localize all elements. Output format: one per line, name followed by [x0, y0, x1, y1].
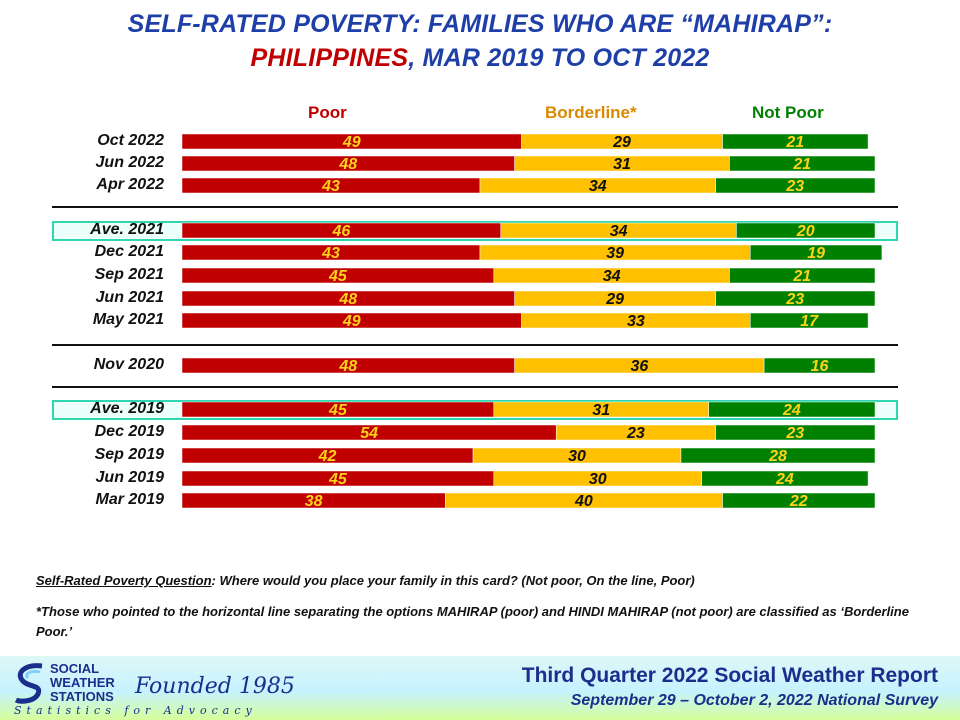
logo-social: SOCIAL — [50, 661, 100, 676]
data-label: 23 — [785, 178, 804, 195]
data-label: 23 — [785, 425, 804, 442]
logo-weather: WEATHER — [50, 675, 115, 690]
data-label: 23 — [785, 291, 804, 308]
bar-not-poor — [701, 470, 869, 487]
data-label: 48 — [338, 358, 357, 375]
borderline-note: *Those who pointed to the horizontal lin… — [36, 604, 909, 639]
data-label: 22 — [789, 493, 808, 510]
bar-not-poor — [715, 290, 876, 307]
data-label: 46 — [331, 223, 350, 240]
data-label: 45 — [328, 471, 348, 488]
data-label: 45 — [328, 402, 348, 419]
legend-poor: Poor — [308, 103, 347, 122]
data-label: 29 — [605, 291, 624, 308]
row-label: Oct 2022 — [97, 132, 164, 149]
bar-not-poor — [708, 401, 876, 418]
data-label: 30 — [568, 448, 586, 465]
chart-title-line2: PHILIPPINES, MAR 2019 TO OCT 2022 — [0, 44, 960, 73]
question-text: : Where would you place your family in t… — [211, 573, 695, 588]
data-label: 24 — [782, 402, 801, 419]
bar-not-poor — [763, 357, 876, 374]
question-label: Self-Rated Poverty Question — [36, 573, 212, 588]
data-label: 34 — [589, 178, 607, 195]
bar-not-poor — [722, 133, 869, 150]
row-label: Sep 2019 — [94, 446, 164, 463]
data-label: 29 — [612, 134, 631, 151]
question-note: Self-Rated Poverty Question: Where would… — [36, 571, 926, 591]
data-label: 24 — [775, 471, 794, 488]
row-label: Jun 2019 — [95, 469, 164, 486]
bar-not-poor — [750, 244, 883, 261]
data-label: 16 — [811, 358, 829, 375]
data-label: 40 — [574, 493, 593, 510]
founded-text: Founded 1985 — [135, 674, 295, 699]
sws-logo-icon — [14, 663, 43, 704]
row-label: Dec 2019 — [94, 423, 164, 440]
report-title: Third Quarter 2022 Social Weather Report — [521, 664, 938, 687]
legend-not-poor: Not Poor — [752, 103, 824, 122]
row-label: Mar 2019 — [95, 491, 165, 508]
data-label: 48 — [338, 291, 357, 308]
data-label: 43 — [321, 245, 340, 262]
bar-not-poor — [736, 222, 876, 239]
data-label: 31 — [613, 156, 631, 173]
data-label: 33 — [627, 313, 645, 330]
bar-not-poor — [722, 492, 876, 509]
chart-title-line1: SELF-RATED POVERTY: FAMILIES WHO ARE “MA… — [127, 10, 833, 38]
data-label: 30 — [589, 471, 607, 488]
bar-not-poor — [680, 447, 876, 464]
row-label: Jun 2022 — [95, 154, 164, 171]
data-label: 21 — [792, 268, 811, 285]
row-label: Dec 2021 — [94, 243, 164, 260]
data-label: 31 — [592, 402, 610, 419]
data-label: 23 — [626, 425, 645, 442]
data-label: 48 — [338, 156, 357, 173]
separator-line — [52, 386, 898, 388]
bar-not-poor — [750, 312, 869, 329]
footer: SOCIAL WEATHER STATIONS Founded 1985 Sta… — [0, 656, 960, 720]
data-label: 19 — [807, 245, 825, 262]
data-label: 49 — [342, 313, 361, 330]
data-label: 42 — [318, 448, 337, 465]
bar-not-poor — [715, 177, 876, 194]
data-label: 36 — [630, 358, 648, 375]
logo-stations: STATIONS — [50, 689, 114, 704]
bar-not-poor — [729, 267, 876, 284]
row-label: May 2021 — [92, 311, 164, 328]
data-label: 49 — [342, 134, 361, 151]
row-label: Jun 2021 — [95, 289, 164, 306]
row-label: Apr 2022 — [96, 176, 164, 193]
survey-dates: September 29 – October 2, 2022 National … — [570, 692, 938, 709]
row-label: Sep 2021 — [94, 266, 164, 283]
tagline: Statistics for Advocacy — [14, 704, 257, 717]
bar-not-poor — [715, 424, 876, 441]
row-label: Ave. 2021 — [90, 221, 164, 238]
data-label: 28 — [768, 448, 787, 465]
data-label: 21 — [785, 134, 804, 151]
separator-line — [52, 344, 898, 346]
data-label: 17 — [800, 313, 819, 330]
row-label: Ave. 2019 — [90, 400, 164, 417]
title-date-range: , MAR 2019 TO OCT 2022 — [408, 44, 710, 72]
legend-borderline: Borderline* — [545, 103, 637, 122]
data-label: 34 — [603, 268, 621, 285]
title-country: PHILIPPINES — [250, 44, 409, 72]
data-label: 20 — [796, 223, 815, 240]
separator-line — [52, 206, 898, 208]
data-label: 38 — [305, 493, 323, 510]
data-label: 21 — [792, 156, 811, 173]
data-label: 45 — [328, 268, 348, 285]
row-label: Nov 2020 — [93, 356, 164, 373]
bar-not-poor — [729, 155, 876, 172]
data-label: 43 — [321, 178, 340, 195]
data-label: 54 — [360, 425, 378, 442]
stacked-bar-chart: 49 29 21 48 31 21 43 34 23 46 34 20 43 39 19 45 34 21 48 29… — [181, 133, 883, 510]
data-label: 34 — [610, 223, 628, 240]
data-label: 39 — [606, 245, 624, 262]
